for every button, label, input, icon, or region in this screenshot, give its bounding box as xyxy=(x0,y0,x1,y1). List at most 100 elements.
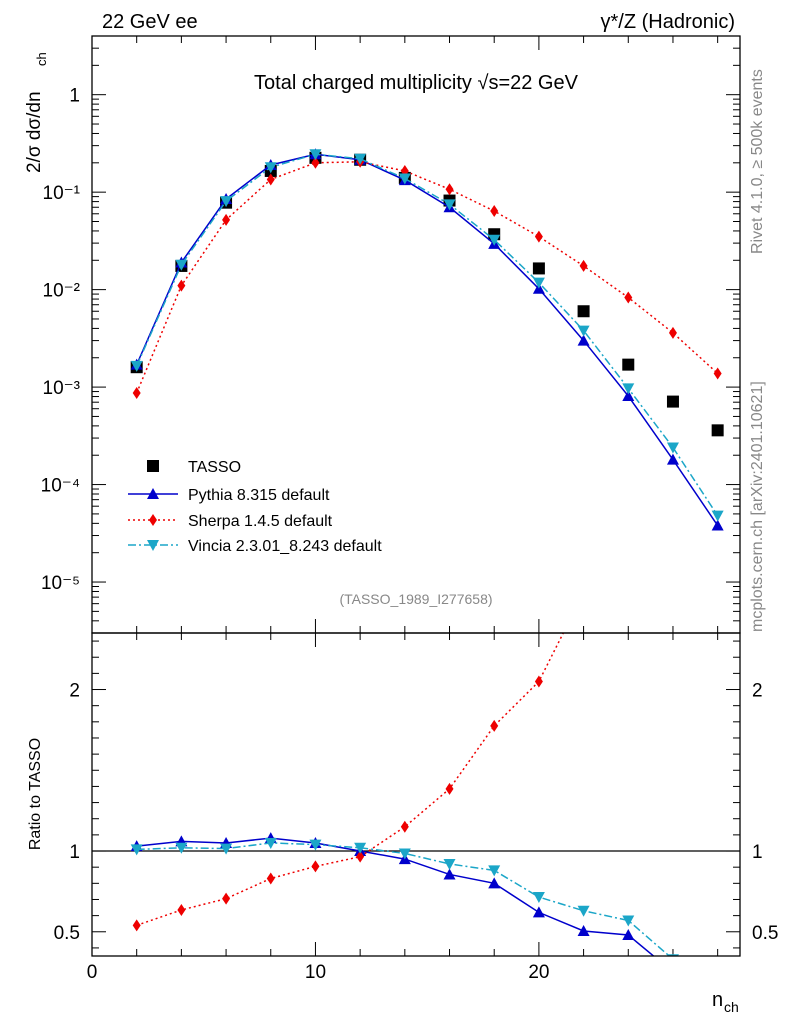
ratio-vincia-point xyxy=(488,865,501,877)
ratio-sherpa-point xyxy=(222,892,231,905)
main-vincia-point xyxy=(577,325,590,337)
main-ylabel-subscript: ch xyxy=(34,52,49,66)
y-tick-label-main: 10⁻⁵ xyxy=(41,573,80,594)
ratio-pythia-point xyxy=(443,868,456,880)
ratio-vincia-point xyxy=(622,915,635,927)
main-vincia-point xyxy=(488,234,501,246)
y-tick-label-main: 1 xyxy=(69,86,80,107)
main-sherpa-point xyxy=(311,156,320,169)
ratio-sherpa-point xyxy=(669,199,677,211)
ratio-sherpa-point xyxy=(580,587,588,599)
main-vincia-point xyxy=(130,360,143,372)
ratio-sherpa-point xyxy=(534,675,543,688)
y-tick-label-ratio-right: 1 xyxy=(752,842,763,863)
axis-ticks: 0 10 20 10⁻⁵ 10⁻⁴ 10⁻³ 10⁻² 10⁻¹ 1 0.5 0.5 1 1 2 2 xyxy=(41,35,778,983)
ratio-pythia-line xyxy=(136,837,655,956)
legend-sherpa-label: Sherpa 1.4.5 default xyxy=(188,513,333,530)
y-tick-label-main: 10⁻³ xyxy=(43,378,81,399)
main-vincia-point xyxy=(175,259,188,271)
main-vincia-point xyxy=(354,153,367,165)
ratio-sherpa-point xyxy=(177,903,186,916)
mcplots-label: mcplots.cern.ch [arXiv:2401.10621] xyxy=(749,381,766,632)
ratio-vincia-point xyxy=(264,837,277,849)
main-pythia-line xyxy=(136,153,719,526)
main-vincia-point xyxy=(666,442,679,454)
main-sherpa-point xyxy=(490,205,499,218)
main-tasso-point xyxy=(666,395,679,408)
ratio-sherpa-point xyxy=(624,441,632,453)
ratio-sherpa-point xyxy=(714,393,722,405)
ratio-vincia-point xyxy=(354,842,367,854)
ratio-sherpa-point xyxy=(266,872,275,885)
main-vincia-point xyxy=(711,510,724,522)
ratio-ylabel: Ratio to TASSO xyxy=(27,738,44,850)
main-pythia-point xyxy=(622,390,635,402)
main-tasso-point xyxy=(532,262,545,275)
main-sherpa-point xyxy=(713,367,722,380)
main-vincia-point xyxy=(532,277,545,289)
ratio-vincia-point xyxy=(175,842,188,854)
main-sherpa-point xyxy=(266,173,275,186)
main-sherpa-point xyxy=(624,291,633,304)
ratio-sherpa-point xyxy=(490,719,499,732)
main-vincia-point xyxy=(443,199,456,211)
y-tick-label-ratio-right: 0.5 xyxy=(752,923,778,944)
main-sherpa-point xyxy=(177,279,186,292)
header-left-label: 22 GeV ee xyxy=(102,11,198,33)
legend-tasso-label: TASSO xyxy=(188,459,241,476)
main-series-layer xyxy=(130,148,724,531)
legend-pythia-marker xyxy=(147,488,159,499)
main-vincia-point xyxy=(309,149,322,161)
xlabel-subscript: ch xyxy=(724,999,739,1015)
main-tasso-point xyxy=(622,358,635,371)
main-pythia-point xyxy=(577,334,590,346)
legend-sherpa-marker xyxy=(149,514,157,526)
ratio-vincia-point xyxy=(532,892,545,904)
legend-tasso-marker xyxy=(147,460,159,472)
y-tick-label-ratio-right: 2 xyxy=(752,681,763,702)
main-sherpa-point xyxy=(534,230,543,243)
ratio-vincia-point xyxy=(309,839,322,851)
main-sherpa-point xyxy=(445,183,454,196)
main-vincia-point xyxy=(398,173,411,185)
ratio-sherpa-point xyxy=(400,820,409,833)
main-ylabel-prefix: 2/σ dσ/dn xyxy=(24,91,45,173)
main-pythia-point xyxy=(711,519,724,531)
main-sherpa-point xyxy=(579,259,588,272)
ratio-panel-frame xyxy=(91,632,741,957)
rivet-version-label: Rivet 4.1.0, ≥ 500k events xyxy=(749,69,766,254)
main-title: Total charged multiplicity √s=22 GeV xyxy=(254,72,579,94)
xlabel-n: n xyxy=(712,989,723,1011)
legend-pythia-label: Pythia 8.315 default xyxy=(188,487,330,504)
ratio-pythia-point xyxy=(488,877,501,889)
legend-vincia-label: Vincia 2.3.01_8.243 default xyxy=(188,538,382,555)
header-right-label: γ*/Z (Hadronic) xyxy=(601,11,735,33)
x-tick-label: 20 xyxy=(528,962,549,983)
ratio-vincia-point xyxy=(220,843,233,855)
x-tick-label: 10 xyxy=(305,962,326,983)
ratio-sherpa-point xyxy=(356,850,365,863)
main-tasso-point xyxy=(577,305,590,318)
main-sherpa-line xyxy=(135,161,719,394)
y-tick-label-ratio: 2 xyxy=(69,681,80,702)
ratio-series-layer xyxy=(130,199,722,977)
ratio-sherpa-point xyxy=(445,782,454,795)
y-tick-label-main: 10⁻² xyxy=(43,281,81,302)
x-tick-label: 0 xyxy=(87,962,98,983)
ratio-vincia-point xyxy=(443,858,456,870)
ratio-vincia-line xyxy=(136,842,671,956)
main-vincia-line xyxy=(136,153,719,517)
ratio-pythia-point xyxy=(577,924,590,936)
main-vincia-point xyxy=(264,162,277,174)
legend-vincia-marker xyxy=(147,540,159,551)
ratio-vincia-point xyxy=(577,905,590,917)
y-tick-label-main: 10⁻⁴ xyxy=(41,476,80,497)
ratio-sherpa-point xyxy=(132,919,141,932)
ratio-vincia-point xyxy=(130,844,143,856)
ratio-sherpa-point xyxy=(311,860,320,873)
main-sherpa-point xyxy=(132,386,141,399)
main-pythia-point xyxy=(666,453,679,465)
ratio-pythia-point xyxy=(667,966,679,977)
legend: TASSO Pythia 8.315 default Sherpa 1.4.5 de… xyxy=(128,459,382,555)
